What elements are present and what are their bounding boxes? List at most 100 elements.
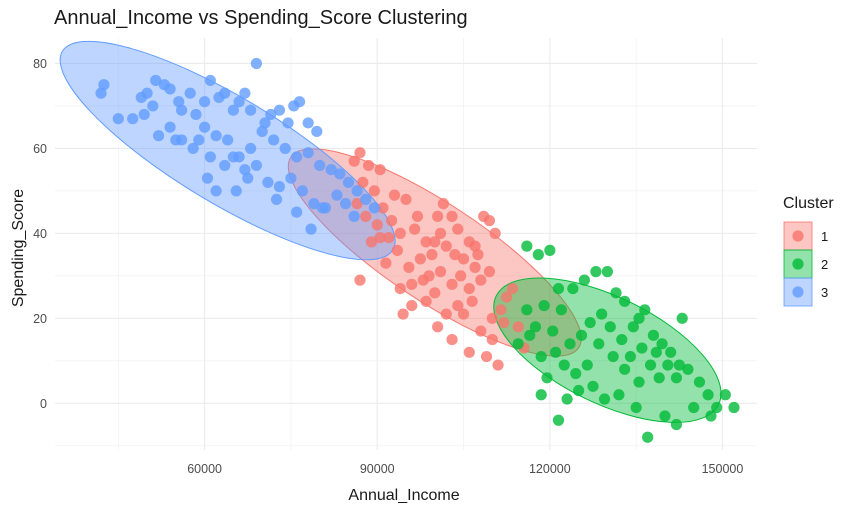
cluster-2-point: [673, 359, 685, 371]
cluster-3-point: [141, 87, 153, 99]
cluster-3-point: [173, 96, 185, 108]
cluster-3-point: [325, 164, 337, 176]
cluster-2-point: [682, 363, 694, 375]
data-points: [95, 57, 740, 443]
cluster-1-point: [374, 232, 386, 244]
cluster-3-point: [222, 134, 234, 146]
cluster-2-point: [639, 304, 651, 316]
cluster-1-point: [506, 282, 519, 295]
x-axis-ticks: 60000 90000 120000 150000: [187, 462, 743, 476]
cluster-3-point: [268, 134, 280, 146]
cluster-1-point: [371, 219, 383, 231]
cluster-3-point: [285, 172, 297, 184]
cluster-2-point: [584, 316, 596, 329]
y-tick-label: 0: [40, 397, 47, 411]
cluster-1-point: [354, 274, 366, 286]
cluster-1-point: [351, 198, 363, 210]
cluster-2-point: [521, 240, 533, 252]
cluster-3-point: [152, 130, 165, 142]
cluster-2-point: [644, 359, 657, 371]
x-tick-label: 90000: [360, 462, 395, 476]
cluster-1-point: [406, 299, 418, 312]
cluster-3-point: [227, 104, 239, 116]
cluster-1-point: [409, 223, 421, 235]
cluster-1-point: [414, 253, 426, 265]
cluster-3-point: [242, 172, 254, 184]
cluster-2-point: [613, 389, 625, 401]
cluster-3-point: [138, 108, 150, 121]
cluster-3-point: [201, 172, 214, 184]
cluster-3-point: [311, 125, 323, 138]
cluster-3-point: [368, 202, 380, 214]
cluster-1-point: [429, 287, 441, 299]
cluster-3-point: [239, 164, 251, 176]
cluster-3-point: [342, 176, 355, 189]
cluster-1-point: [472, 249, 484, 261]
cluster-1-point: [360, 210, 372, 222]
cluster-3-point: [339, 198, 352, 210]
cluster-2-point: [659, 410, 671, 422]
cluster-3-point: [302, 117, 314, 129]
cluster-2-point: [570, 367, 582, 380]
cluster-2-point: [665, 346, 677, 358]
cluster-1-point: [489, 227, 501, 239]
cluster-3-point: [164, 121, 176, 133]
cluster-3-point: [187, 142, 199, 155]
cluster-1-point: [397, 308, 409, 320]
cluster-3-point: [334, 168, 346, 180]
cluster-1-point: [440, 240, 452, 252]
cluster-1-point: [446, 210, 458, 222]
cluster-3-point: [259, 117, 271, 129]
y-tick-label: 20: [33, 312, 47, 326]
cluster-2-point: [529, 321, 542, 333]
cluster-2-point: [512, 338, 524, 350]
cluster-1-point: [368, 185, 380, 197]
cluster-1-point: [449, 249, 461, 261]
cluster-1-point: [386, 215, 398, 227]
legend-label-3: 3: [821, 285, 828, 300]
cluster-3-point: [147, 100, 159, 112]
cluster-1-point: [457, 308, 470, 320]
cluster-2-point: [653, 372, 665, 384]
cluster-1-point: [394, 227, 406, 239]
cluster-2-point: [535, 350, 547, 363]
cluster-2-point: [558, 359, 570, 371]
cluster-3-point: [184, 87, 196, 99]
cluster-1-point: [432, 321, 444, 333]
cluster-2-point: [688, 401, 700, 414]
cluster-3-point: [316, 202, 329, 214]
cluster-2-point: [596, 308, 608, 320]
cluster-2-point: [552, 414, 565, 426]
cluster-3-point: [273, 104, 286, 116]
cluster-2-point: [524, 329, 536, 341]
cluster-3-point: [245, 104, 257, 116]
cluster-1-point: [391, 244, 403, 256]
cluster-1-point: [432, 210, 444, 222]
x-tick-label: 60000: [187, 462, 222, 476]
cluster-2-point: [547, 325, 559, 337]
legend: Cluster 1 2 3: [783, 195, 834, 307]
cluster-1-point: [420, 236, 432, 248]
cluster-3-point: [270, 193, 283, 206]
cluster-3-point: [265, 108, 277, 121]
cluster-2-point: [647, 329, 660, 341]
cluster-2-point: [538, 299, 550, 312]
cluster-3-point: [291, 206, 303, 218]
cluster-2-point: [676, 312, 688, 324]
cluster-3-point: [150, 74, 162, 87]
cluster-2-point: [604, 321, 616, 333]
x-tick-label: 120000: [529, 462, 571, 476]
cluster-1-point: [483, 215, 496, 227]
cluster-1-point: [365, 236, 378, 248]
cluster-3-point: [95, 87, 107, 99]
cluster-2-point: [532, 249, 544, 261]
cluster-2-point: [624, 350, 637, 363]
cluster-3-point: [256, 125, 268, 138]
cluster-3-point: [227, 151, 239, 163]
cluster-2-point: [630, 401, 642, 414]
cluster-2-point: [561, 393, 573, 405]
cluster-3-point: [127, 113, 139, 125]
y-tick-label: 80: [33, 57, 47, 71]
cluster-1-point: [483, 266, 496, 278]
cluster-3-point: [245, 142, 257, 155]
